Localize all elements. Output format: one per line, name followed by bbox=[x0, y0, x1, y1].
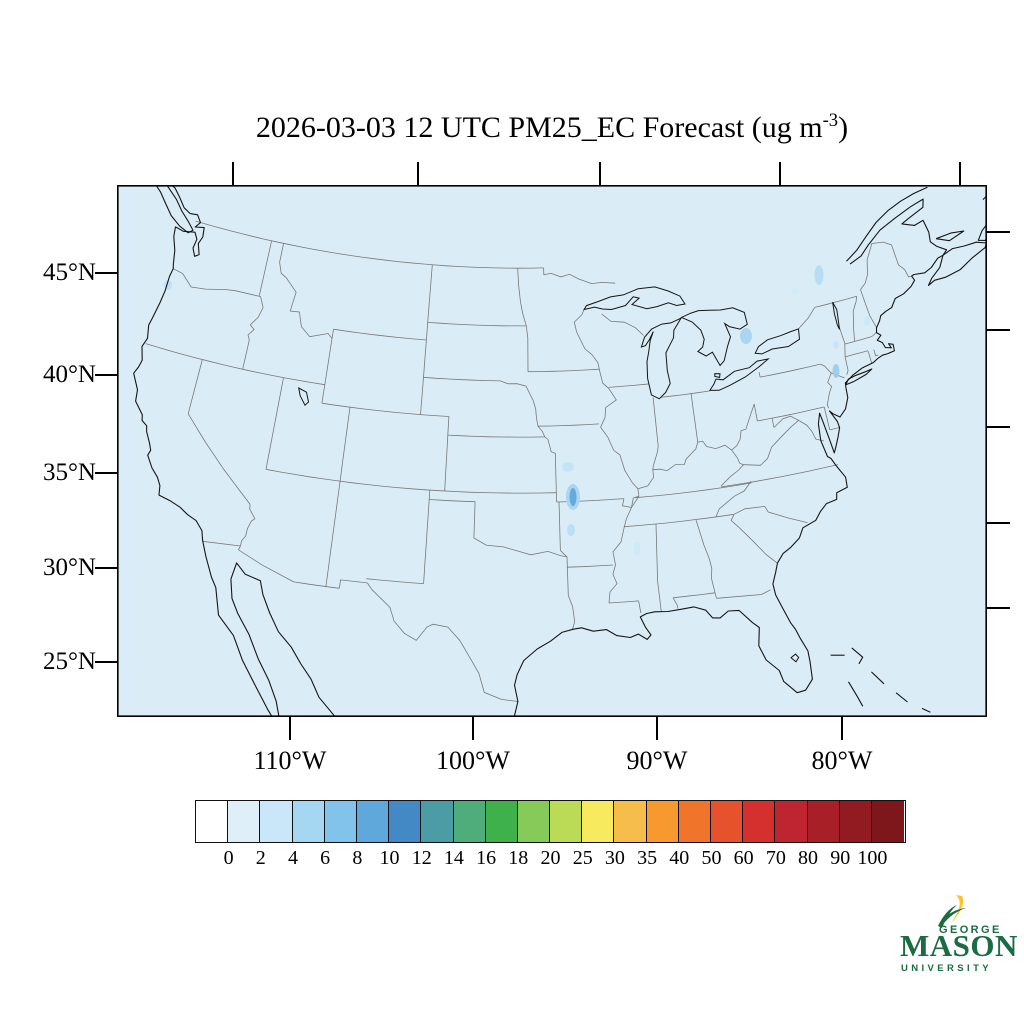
colorbar-segment bbox=[550, 801, 583, 842]
colorbar-segment bbox=[196, 801, 229, 842]
lon-tick bbox=[841, 717, 843, 740]
lat-tick-label: 40°N bbox=[42, 361, 96, 388]
title-text: 2026-03-03 12 UTC PM25_EC Forecast (ug m bbox=[255, 111, 823, 144]
top-tick bbox=[417, 162, 419, 185]
right-tick bbox=[987, 231, 1010, 233]
conus-map bbox=[117, 185, 987, 717]
colorbar-tick-label: 35 bbox=[637, 847, 658, 869]
colorbar-segment bbox=[356, 801, 390, 842]
colorbar-segment bbox=[453, 801, 486, 842]
right-tick bbox=[987, 522, 1010, 524]
colorbar-tick-label: 90 bbox=[830, 847, 851, 869]
colorbar-tick-label: 10 bbox=[379, 847, 400, 869]
colorbar-segment bbox=[614, 801, 647, 842]
lat-tick bbox=[95, 661, 117, 663]
colorbar-tick-label: 12 bbox=[411, 847, 432, 869]
colorbar-tick-label: 0 bbox=[223, 847, 234, 869]
colorbar-segment bbox=[324, 801, 357, 842]
lat-tick-label: 45°N bbox=[42, 259, 96, 286]
colorbar-tick-label: 70 bbox=[765, 847, 786, 869]
colorbar-tick-label: 18 bbox=[508, 847, 529, 869]
right-tick bbox=[987, 426, 1010, 428]
lon-tick bbox=[289, 717, 291, 740]
gmu-logo-george: GEORGE bbox=[939, 924, 1002, 936]
colorbar-labels: 0 2 4 6 8 10 12 14 16 18 20 25 30 35 40 50 60 70 80 90 100 bbox=[195, 847, 906, 873]
colorbar-segment bbox=[421, 801, 454, 842]
colorbar-tick-label: 14 bbox=[443, 847, 464, 869]
lon-tick-label: 90°W bbox=[626, 746, 688, 775]
gmu-flame-icon bbox=[938, 895, 966, 929]
lat-tick bbox=[95, 472, 117, 474]
colorbar bbox=[195, 800, 906, 843]
colorbar-segment bbox=[228, 801, 261, 842]
gmu-logo-university: UNIVERSITY bbox=[901, 963, 993, 974]
colorbar-segment bbox=[292, 801, 325, 842]
colorbar-tick-label: 60 bbox=[733, 847, 754, 869]
colorbar-segment bbox=[582, 801, 615, 842]
colorbar-segment bbox=[743, 801, 776, 842]
colorbar-segment bbox=[389, 801, 422, 842]
lon-tick bbox=[472, 717, 474, 740]
colorbar-segment bbox=[775, 801, 808, 842]
colorbar-tick-label: 16 bbox=[476, 847, 497, 869]
lat-tick bbox=[95, 374, 117, 376]
colorbar-tick-label: 50 bbox=[701, 847, 722, 869]
lat-tick-label: 35°N bbox=[42, 459, 96, 486]
gmu-logo: GEORGE MASON UNIVERSITY bbox=[898, 895, 1018, 977]
colorbar-tick-label: 100 bbox=[857, 847, 888, 869]
title-exponent: -3 bbox=[822, 110, 839, 131]
top-tick bbox=[959, 162, 961, 185]
lon-tick bbox=[656, 717, 658, 740]
colorbar-tick-label: 20 bbox=[540, 847, 561, 869]
colorbar-tick-label: 6 bbox=[320, 847, 331, 869]
colorbar-tick-label: 30 bbox=[604, 847, 625, 869]
lat-tick bbox=[95, 272, 117, 274]
top-tick bbox=[599, 162, 601, 185]
colorbar-segment bbox=[872, 801, 905, 842]
colorbar-segment bbox=[646, 801, 679, 842]
colorbar-tick-label: 25 bbox=[572, 847, 593, 869]
colorbar-tick-label: 2 bbox=[255, 847, 266, 869]
colorbar-tick-label: 4 bbox=[287, 847, 298, 869]
top-tick bbox=[232, 162, 234, 185]
colorbar-tick-label: 40 bbox=[669, 847, 690, 869]
top-tick bbox=[779, 162, 781, 185]
gmu-logo-mason: MASON bbox=[900, 928, 1018, 963]
lon-tick-label: 80°W bbox=[811, 746, 873, 775]
page-title: 2026-03-03 12 UTC PM25_EC Forecast (ug m… bbox=[117, 110, 987, 145]
colorbar-segment bbox=[485, 801, 518, 842]
colorbar-segment bbox=[517, 801, 551, 842]
lat-tick bbox=[95, 567, 117, 569]
lon-tick-label: 100°W bbox=[436, 746, 510, 775]
colorbar-tick-label: 8 bbox=[352, 847, 363, 869]
colorbar-segment bbox=[839, 801, 872, 842]
lat-tick-label: 30°N bbox=[42, 554, 96, 581]
title-suffix: ) bbox=[838, 111, 849, 144]
colorbar-tick-label: 80 bbox=[798, 847, 819, 869]
colorbar-segment bbox=[678, 801, 712, 842]
colorbar-segment bbox=[260, 801, 293, 842]
lat-tick-label: 25°N bbox=[42, 648, 96, 675]
right-tick bbox=[987, 329, 1010, 331]
right-tick bbox=[987, 607, 1010, 609]
lon-tick-label: 110°W bbox=[253, 746, 327, 775]
colorbar-segment bbox=[711, 801, 744, 842]
colorbar-segment bbox=[807, 801, 840, 842]
